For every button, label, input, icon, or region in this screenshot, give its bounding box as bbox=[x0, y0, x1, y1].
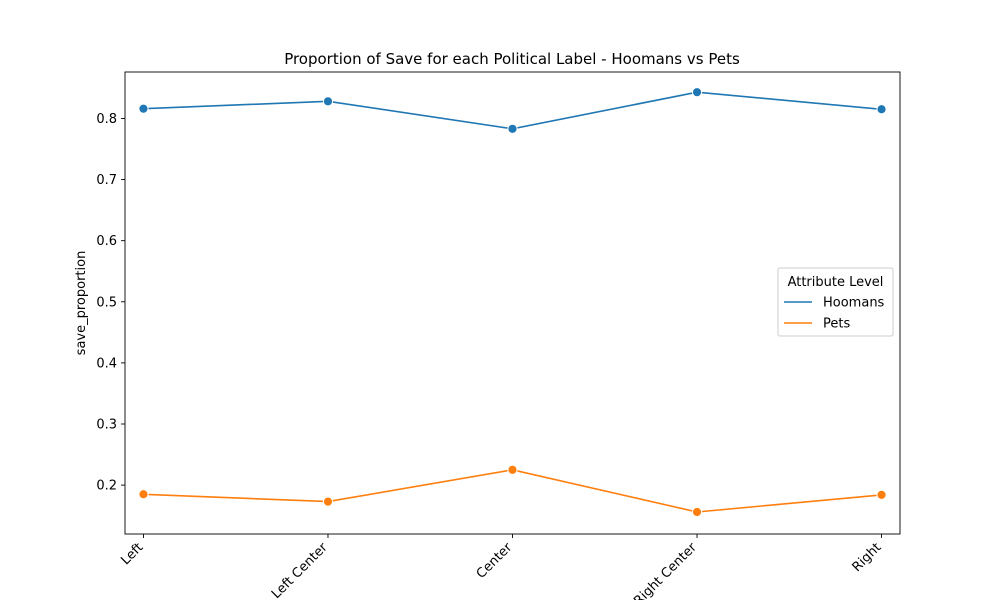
y-tick-label: 0.3 bbox=[96, 418, 117, 433]
data-point bbox=[138, 103, 149, 114]
legend-box bbox=[777, 267, 894, 337]
chart-title: Proportion of Save for each Political La… bbox=[284, 50, 740, 68]
data-point bbox=[876, 489, 887, 500]
legend-label: Hoomans bbox=[823, 296, 885, 311]
data-point bbox=[691, 87, 703, 98]
y-tick-label: 0.4 bbox=[96, 356, 117, 371]
y-tick-label: 0.6 bbox=[96, 234, 117, 249]
data-point bbox=[322, 96, 334, 107]
y-tick-label: 0.7 bbox=[96, 173, 117, 188]
y-tick-label: 0.2 bbox=[96, 479, 117, 494]
data-point bbox=[691, 506, 703, 518]
data-point bbox=[507, 464, 518, 475]
y-tick-label: 0.8 bbox=[96, 112, 117, 127]
data-point bbox=[876, 104, 887, 115]
data-point bbox=[507, 123, 518, 134]
data-point bbox=[322, 496, 334, 507]
y-axis-label: save_proportion bbox=[74, 251, 89, 356]
legend-label: Pets bbox=[823, 317, 850, 332]
legend-title: Attribute Level bbox=[788, 275, 884, 290]
data-point bbox=[138, 489, 149, 500]
y-tick-label: 0.5 bbox=[96, 295, 117, 310]
